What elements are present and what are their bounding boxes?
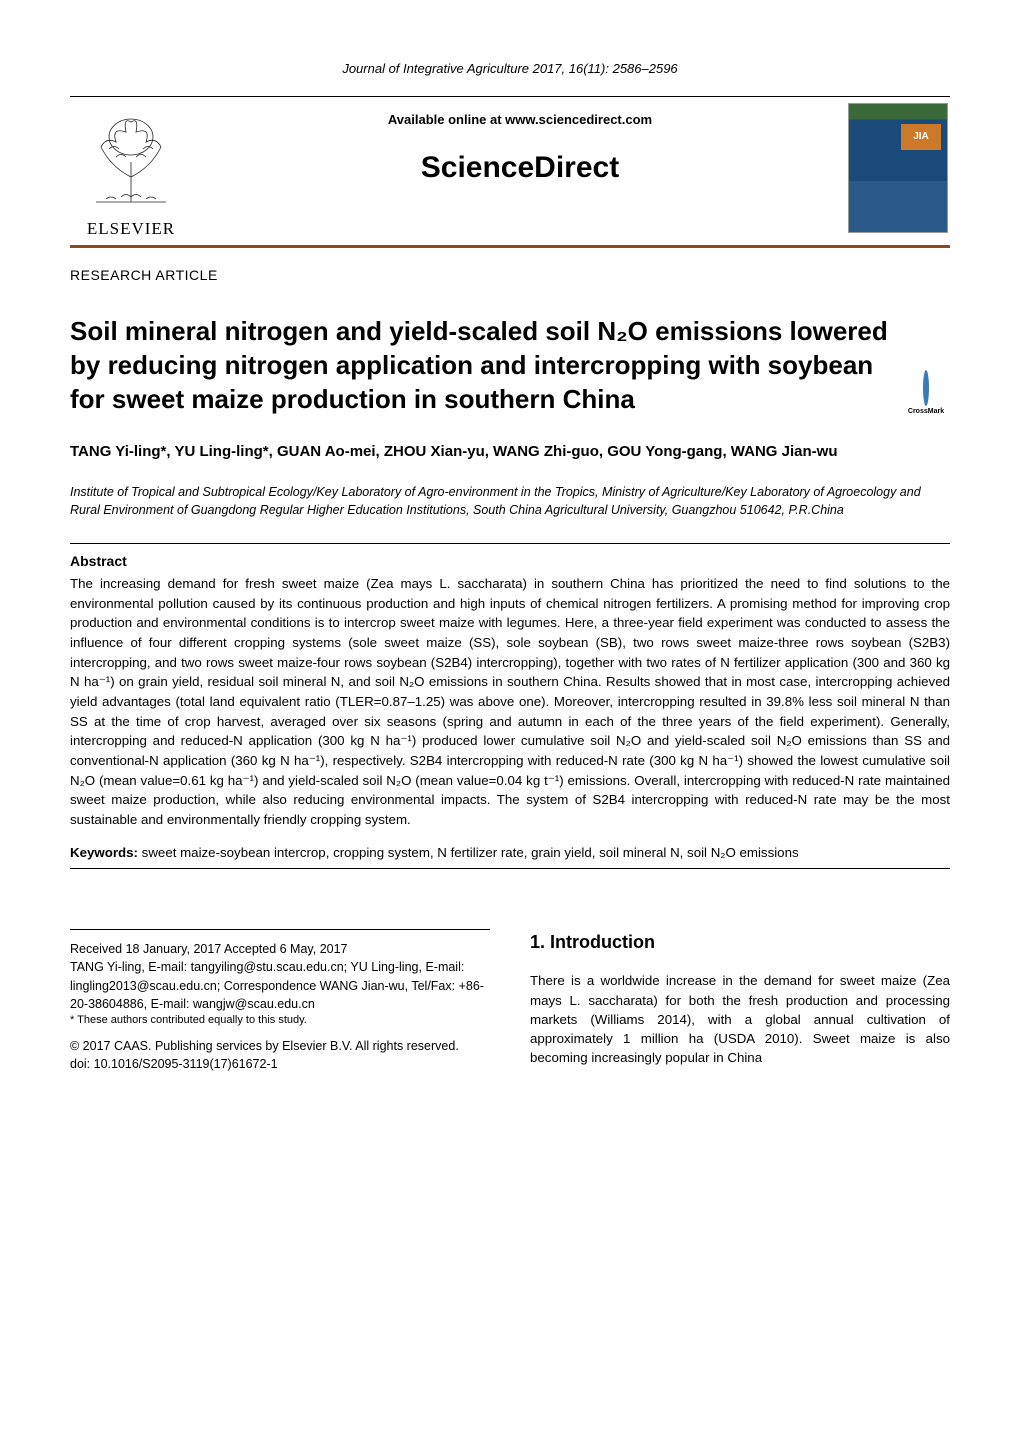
keywords-line: Keywords: sweet maize-soybean intercrop,…: [70, 844, 950, 863]
article-title: Soil mineral nitrogen and yield-scaled s…: [70, 315, 950, 416]
lower-columns: Received 18 January, 2017 Accepted 6 May…: [70, 929, 950, 1073]
publisher-name: ELSEVIER: [70, 217, 192, 241]
divider-top: [70, 543, 950, 544]
copyright-line: © 2017 CAAS. Publishing services by Else…: [70, 1037, 490, 1055]
elsevier-tree-icon: [81, 107, 181, 207]
abstract-text: The increasing demand for fresh sweet ma…: [70, 574, 950, 830]
publisher-logo-box: ELSEVIER: [70, 97, 200, 244]
keywords-text: sweet maize-soybean intercrop, cropping …: [138, 845, 799, 860]
header-center: Available online at www.sciencedirect.co…: [200, 97, 840, 244]
spacer: [70, 1029, 490, 1037]
introduction-heading: 1. Introduction: [530, 929, 950, 955]
journal-cover-box: JIA: [840, 97, 950, 244]
author-list: TANG Yi-ling*, YU Ling-ling*, GUAN Ao-me…: [70, 441, 950, 464]
journal-cover-thumbnail: JIA: [848, 103, 948, 233]
abstract-heading: Abstract: [70, 552, 950, 572]
article-title-text: Soil mineral nitrogen and yield-scaled s…: [70, 316, 888, 414]
journal-citation: Journal of Integrative Agriculture 2017,…: [70, 60, 950, 78]
affiliation: Institute of Tropical and Subtropical Ec…: [70, 483, 950, 519]
divider-bottom: [70, 868, 950, 869]
keywords-label: Keywords:: [70, 845, 138, 860]
doi-line: doi: 10.1016/S2095-3119(17)61672-1: [70, 1055, 490, 1073]
crossmark-badge[interactable]: CrossMark: [902, 372, 950, 417]
received-accepted-dates: Received 18 January, 2017 Accepted 6 May…: [70, 940, 490, 958]
introduction-text: There is a worldwide increase in the dem…: [530, 971, 950, 1067]
available-online-text: Available online at www.sciencedirect.co…: [210, 111, 830, 129]
header-band: ELSEVIER Available online at www.science…: [70, 96, 950, 247]
article-type-label: RESEARCH ARTICLE: [70, 266, 950, 286]
introduction-column: 1. Introduction There is a worldwide inc…: [530, 929, 950, 1073]
equal-contribution-note: * These authors contributed equally to t…: [70, 1013, 490, 1029]
journal-cover-badge: JIA: [901, 124, 941, 150]
crossmark-icon: [923, 370, 929, 406]
footer-info: Received 18 January, 2017 Accepted 6 May…: [70, 929, 490, 1073]
crossmark-label: CrossMark: [902, 407, 950, 416]
sciencedirect-label: ScienceDirect: [210, 147, 830, 189]
correspondence-info: TANG Yi-ling, E-mail: tangyiling@stu.sca…: [70, 958, 490, 1012]
